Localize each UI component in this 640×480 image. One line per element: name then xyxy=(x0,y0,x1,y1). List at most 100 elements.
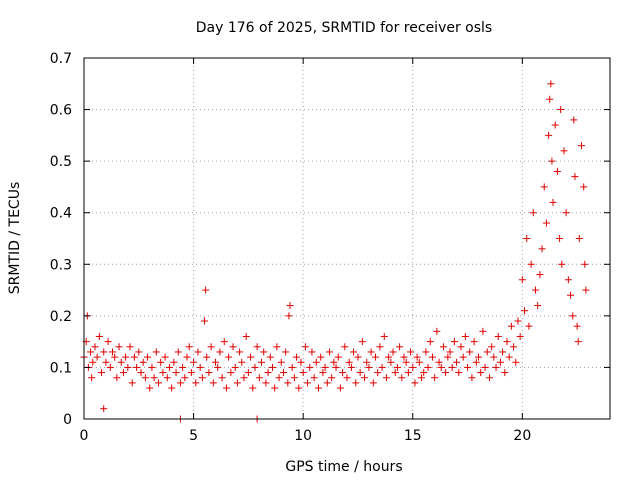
data-point xyxy=(393,363,401,371)
data-point xyxy=(310,374,318,382)
data-point xyxy=(319,369,327,377)
data-point xyxy=(244,369,252,377)
data-point xyxy=(411,379,419,387)
data-point xyxy=(479,327,487,335)
data-point xyxy=(212,358,219,366)
data-point xyxy=(496,358,504,366)
data-point xyxy=(119,369,127,377)
data-point xyxy=(100,405,108,413)
data-point xyxy=(275,374,283,382)
data-point xyxy=(266,353,274,361)
data-point xyxy=(409,363,417,371)
data-point xyxy=(571,173,579,181)
data-point xyxy=(420,369,428,377)
x-tick-label: 10 xyxy=(294,428,312,444)
data-point xyxy=(546,95,554,103)
data-point xyxy=(190,358,198,366)
data-point xyxy=(163,374,171,382)
data-point xyxy=(534,302,542,310)
data-point xyxy=(374,369,382,377)
data-point xyxy=(181,374,189,382)
data-point xyxy=(350,348,358,356)
data-point xyxy=(570,116,578,124)
data-point xyxy=(277,358,285,366)
data-point xyxy=(229,343,237,351)
data-point xyxy=(209,379,217,387)
grid xyxy=(84,58,610,419)
data-point xyxy=(165,363,173,371)
data-point xyxy=(437,363,445,371)
data-point xyxy=(413,353,421,361)
data-point xyxy=(194,348,202,356)
x-tick-label: 15 xyxy=(404,428,422,444)
data-point xyxy=(168,384,176,392)
data-point xyxy=(222,384,230,392)
data-point xyxy=(102,358,110,366)
data-point xyxy=(453,358,461,366)
data-point xyxy=(527,260,535,268)
data-point xyxy=(347,363,355,371)
data-point xyxy=(551,121,559,129)
data-point xyxy=(567,291,575,299)
data-point xyxy=(284,379,292,387)
data-point xyxy=(117,358,125,366)
data-point xyxy=(330,358,338,366)
data-point xyxy=(354,353,362,361)
data-point xyxy=(135,348,143,356)
data-point xyxy=(124,363,132,371)
data-point xyxy=(455,369,463,377)
data-point xyxy=(529,209,537,217)
data-point xyxy=(556,235,564,242)
data-point xyxy=(220,338,228,346)
data-point xyxy=(187,369,195,377)
data-point xyxy=(574,338,582,346)
data-point xyxy=(130,353,138,361)
data-point xyxy=(431,374,439,382)
data-point xyxy=(343,374,351,382)
data-point xyxy=(321,363,329,371)
data-point xyxy=(483,348,491,356)
data-point xyxy=(531,286,539,294)
data-point xyxy=(137,369,145,377)
data-point xyxy=(422,348,430,356)
data-point xyxy=(503,338,511,346)
x-tick-label: 5 xyxy=(189,428,198,444)
data-point xyxy=(415,358,423,366)
x-tick-label: 0 xyxy=(80,428,89,444)
data-point xyxy=(308,348,316,356)
data-point xyxy=(575,235,583,242)
data-point xyxy=(332,363,340,371)
data-point xyxy=(317,353,325,361)
data-point xyxy=(236,348,244,356)
y-tick-label: 0 xyxy=(63,412,72,428)
data-point xyxy=(148,363,156,371)
data-point xyxy=(435,358,443,366)
data-point xyxy=(150,374,158,382)
data-point xyxy=(328,374,336,382)
y-axis-label: SRMTID / TECUs xyxy=(7,182,23,295)
data-point xyxy=(157,358,165,366)
data-point xyxy=(152,348,160,356)
data-point xyxy=(205,369,213,377)
data-point xyxy=(542,219,550,227)
y-axis: 0 0.1 0.2 0.3 0.4 0.5 0.6 0.7 xyxy=(50,51,610,428)
data-point xyxy=(521,307,529,315)
y-tick-label: 0.4 xyxy=(50,206,72,222)
data-point xyxy=(352,379,360,387)
data-point xyxy=(214,363,222,371)
data-point xyxy=(122,353,130,361)
data-point xyxy=(505,353,513,361)
data-point xyxy=(233,379,241,387)
data-point xyxy=(146,384,154,392)
data-point xyxy=(396,343,404,351)
data-point xyxy=(170,358,178,366)
data-point xyxy=(249,384,257,392)
data-point xyxy=(404,369,412,377)
data-point xyxy=(88,374,96,382)
data-point xyxy=(538,245,546,253)
data-point xyxy=(113,374,121,382)
data-point xyxy=(282,348,290,356)
data-point xyxy=(172,369,180,377)
data-point xyxy=(315,384,323,392)
data-point xyxy=(558,260,566,268)
